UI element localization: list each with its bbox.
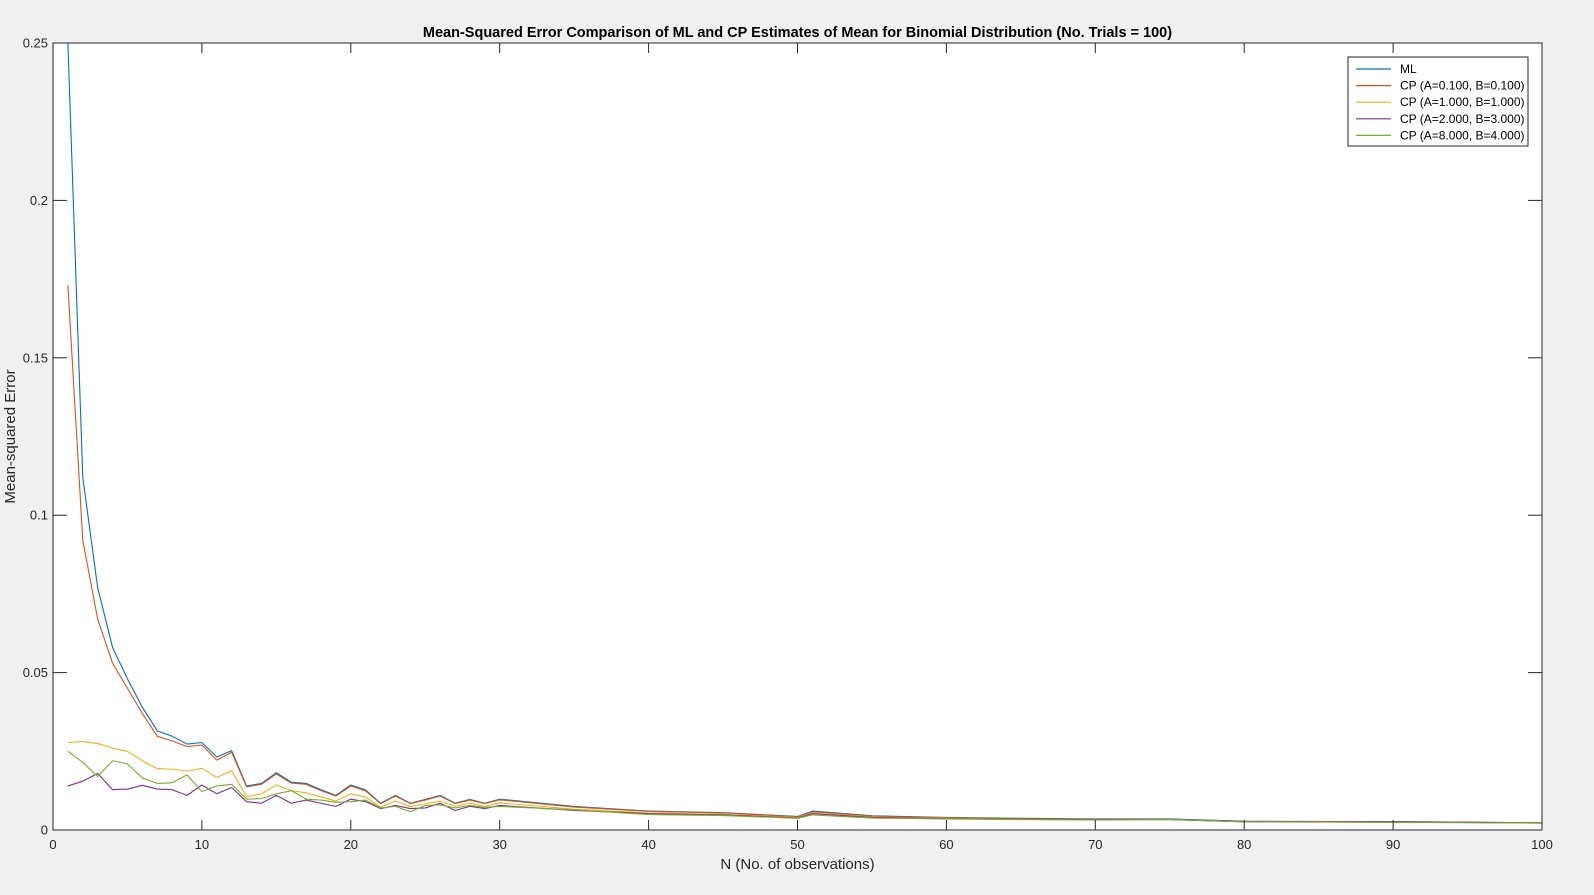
y-tick-label: 0.15 [23,350,48,365]
chart-title: Mean-Squared Error Comparison of ML and … [423,25,1172,41]
x-tick-label: 0 [49,837,56,852]
legend-box [1347,56,1529,147]
series-line-5 [67,750,1542,824]
x-tick-label: 10 [195,837,209,852]
y-tick-label: 0.05 [23,665,48,680]
series-line-2 [67,285,1542,824]
plot-area [53,43,1542,830]
x-axis-ticks: 0 10 20 30 40 50 60 70 80 90 100 [49,43,1553,852]
y-tick-label: 0.25 [23,36,48,51]
x-tick-label: 100 [1531,837,1553,852]
x-tick-label: 70 [1088,837,1102,852]
x-tick-label: 20 [344,837,358,852]
legend-label: ML [1400,62,1417,76]
x-tick-label: 80 [1237,837,1251,852]
legend-entries: ML CP (A=0.100, B=0.100) CP (A=1.000, B=1.… [1356,62,1525,142]
x-tick-label: 90 [1386,837,1400,852]
y-tick-label: 0 [41,823,48,838]
legend-label: CP (A=2.000, B=3.000) [1400,112,1525,126]
x-tick-label: 50 [790,837,804,852]
y-axis-label: Mean-squared Error [2,369,19,503]
x-tick-label: 30 [492,837,506,852]
series-lines [67,43,1542,824]
y-tick-label: 0.1 [30,508,48,523]
x-tick-label: 40 [641,837,655,852]
legend-label: CP (A=8.000, B=4.000) [1400,128,1525,142]
y-tick-label: 0.2 [30,193,48,208]
x-tick-label: 60 [939,837,953,852]
x-axis-label: N (No. of observations) [720,856,874,873]
y-axis-ticks: 0 0.05 0.1 0.15 0.2 0.25 [23,36,1542,838]
legend: ML CP (A=0.100, B=0.100) CP (A=1.000, B=1.… [1347,56,1529,147]
legend-label: CP (A=1.000, B=1.000) [1400,95,1525,109]
legend-label: CP (A=0.100, B=0.100) [1400,79,1525,93]
